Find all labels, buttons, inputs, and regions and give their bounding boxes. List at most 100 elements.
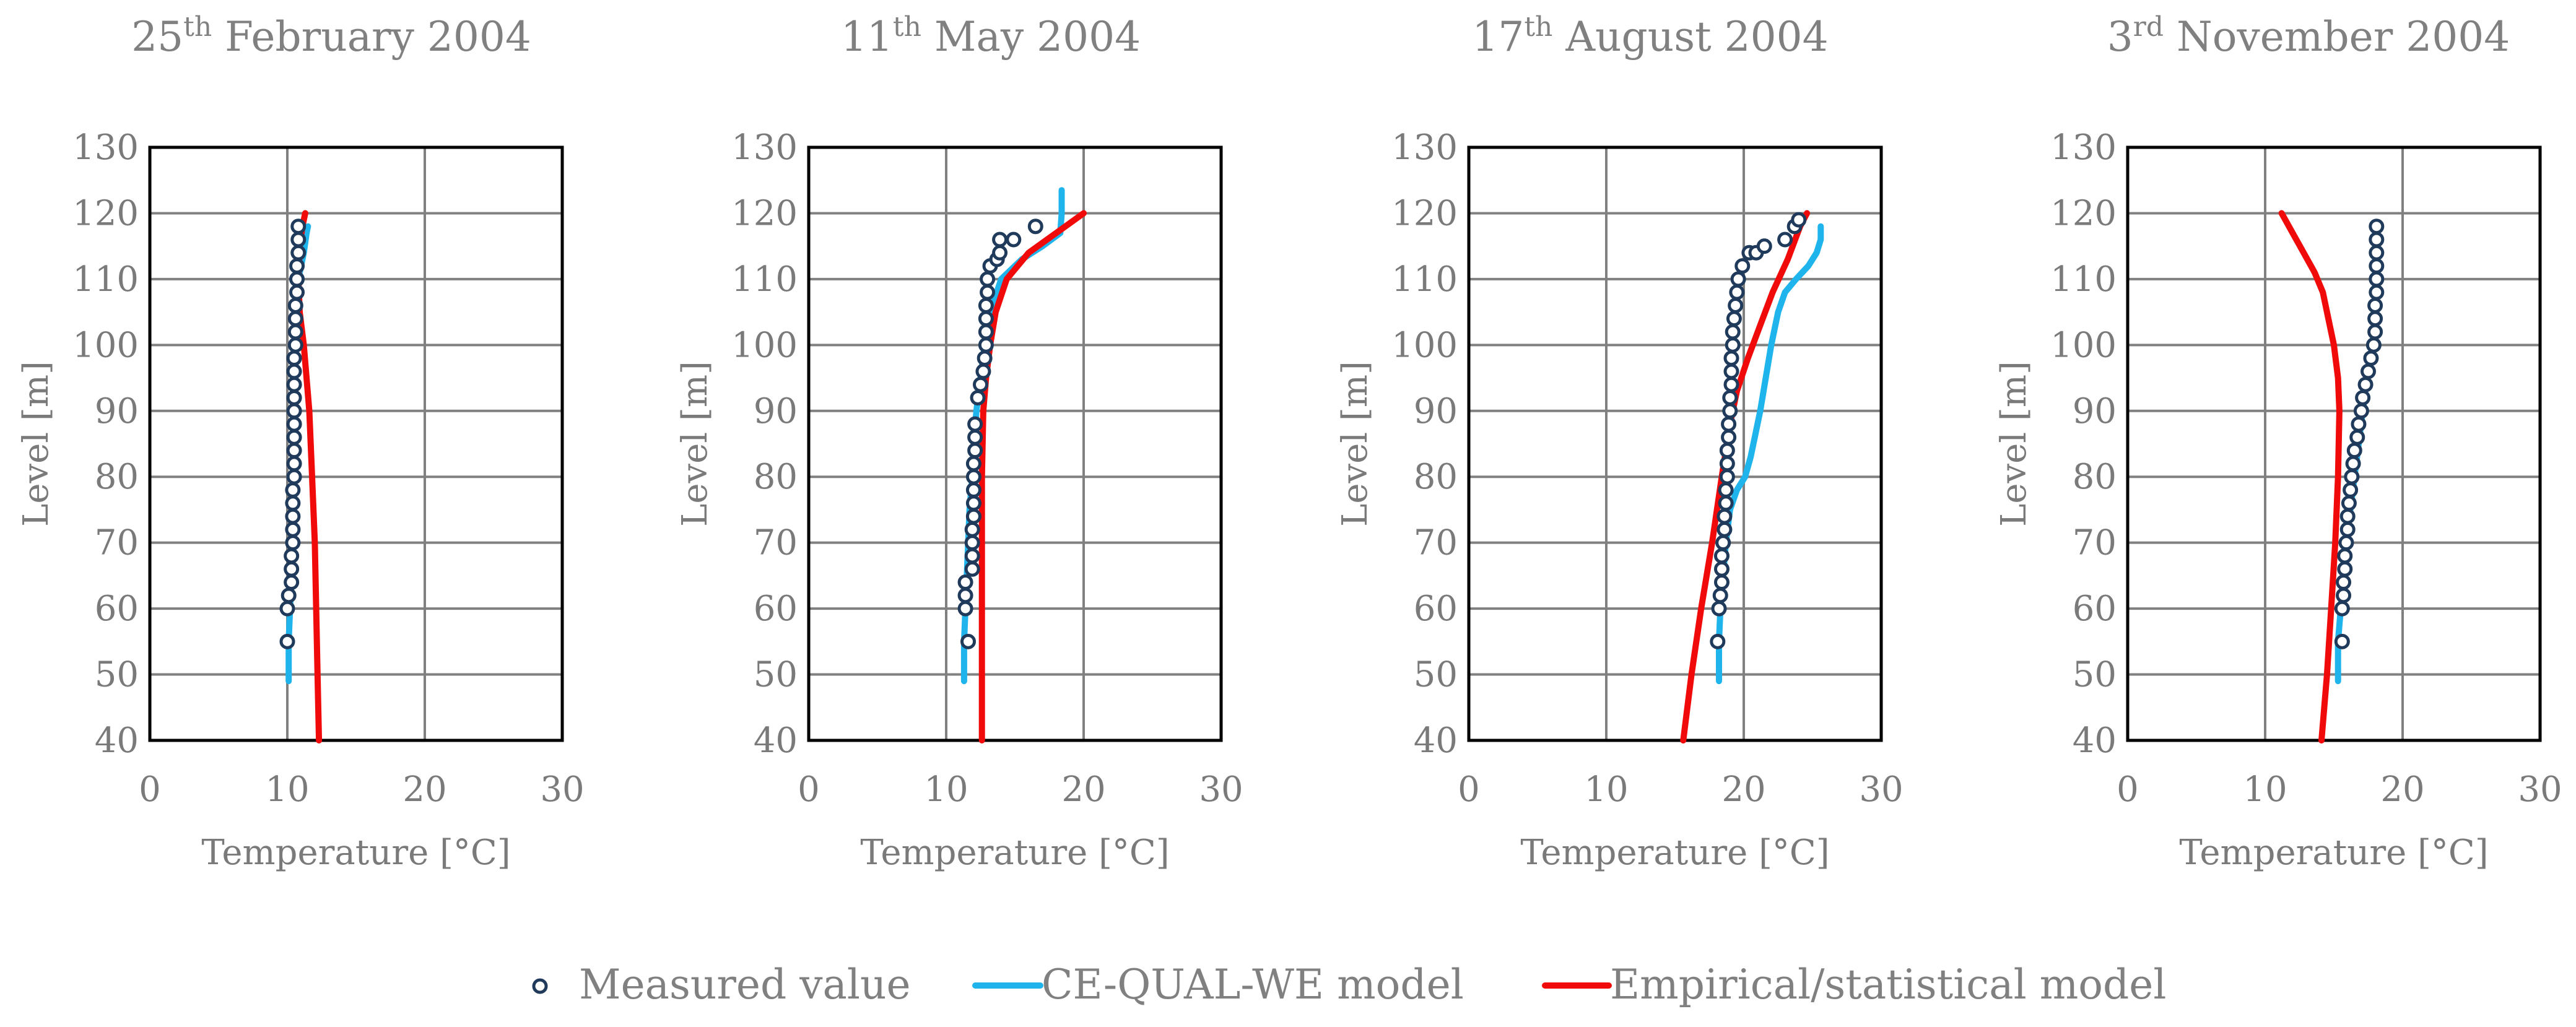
empirical-model-line xyxy=(1680,210,1811,743)
measured-value-point xyxy=(1717,521,1733,537)
x-axis-title: Temperature [°C] xyxy=(201,833,510,873)
measured-value-point xyxy=(1718,495,1734,511)
y-tick-label: 40 xyxy=(95,721,139,761)
measured-value-point xyxy=(1726,311,1742,327)
measured-value-point xyxy=(1712,587,1728,604)
measured-value-point xyxy=(286,469,302,485)
measured-value-point xyxy=(286,350,302,366)
measured-value-point xyxy=(967,443,983,459)
measured-value-point xyxy=(1719,443,1735,459)
measured-value-point xyxy=(2369,284,2385,300)
measured-value-point xyxy=(2341,495,2357,511)
y-tick-label: 100 xyxy=(2050,325,2117,365)
chart-title-superscript: th xyxy=(183,11,212,43)
measured-value-point xyxy=(1729,284,1745,300)
chart-title-number: 17 xyxy=(1472,13,1524,61)
measured-value-point xyxy=(1711,600,1727,617)
y-tick-label: 90 xyxy=(754,391,798,431)
y-axis-title: Level [m] xyxy=(1335,361,1375,527)
y-tick-label: 80 xyxy=(2073,457,2117,497)
measured-value-point xyxy=(1718,482,1734,498)
chart-title-date: August 2004 xyxy=(1552,13,1828,61)
measured-value-point xyxy=(1725,324,1741,340)
measured-value-point xyxy=(980,271,996,287)
x-tick-label: 10 xyxy=(2243,769,2287,810)
x-tick-label: 0 xyxy=(2117,769,2139,810)
y-tick-label: 120 xyxy=(2050,193,2117,233)
measured-value-point xyxy=(2344,469,2360,485)
measured-value-point xyxy=(967,429,983,445)
y-tick-label: 100 xyxy=(731,325,798,365)
chart-title: 17th August 2004 xyxy=(1472,11,1828,61)
measured-value-point xyxy=(1791,212,1807,228)
measured-value-point xyxy=(1756,238,1772,254)
chart-title: 3rd November 2004 xyxy=(2107,11,2510,61)
measured-value-point xyxy=(978,337,994,353)
measured-value-point xyxy=(279,600,295,617)
measured-value-point xyxy=(289,271,305,287)
measured-value-point xyxy=(286,403,302,419)
chart-title-superscript: th xyxy=(1524,11,1552,43)
measured-value-point xyxy=(287,324,303,340)
measured-value-point xyxy=(290,232,307,248)
measured-value-point xyxy=(2351,416,2367,432)
measured-value-point xyxy=(286,443,302,459)
measured-value-point xyxy=(289,258,305,274)
measured-value-point xyxy=(2338,535,2354,551)
measured-value-point xyxy=(964,521,980,537)
y-tick-label: 80 xyxy=(754,457,798,497)
measured-value-point xyxy=(2339,508,2356,524)
measured-value-point xyxy=(965,508,981,524)
measured-value-point xyxy=(1710,633,1726,649)
measured-value-point xyxy=(285,535,301,551)
measured-value-point xyxy=(957,600,973,617)
measured-value-point xyxy=(2343,482,2359,498)
measured-value-point xyxy=(1777,232,1793,248)
y-tick-label: 60 xyxy=(95,589,139,629)
y-tick-label: 60 xyxy=(1414,589,1458,629)
y-tick-label: 100 xyxy=(72,325,139,365)
measured-value-point xyxy=(281,587,297,604)
measured-value-point xyxy=(965,495,981,511)
y-tick-label: 100 xyxy=(1391,325,1458,365)
measured-value-point xyxy=(287,297,303,313)
x-tick-label: 20 xyxy=(1061,769,1105,810)
measured-value-point xyxy=(286,416,302,432)
measured-value-point xyxy=(1723,350,1739,366)
measured-value-point xyxy=(2339,521,2356,537)
measured-value-point xyxy=(285,482,301,498)
measured-value-point xyxy=(2357,376,2374,392)
measured-value-point xyxy=(960,633,977,649)
chart-panel-1: 25th February 20044050607080901001101201… xyxy=(16,11,585,873)
chart-title: 25th February 2004 xyxy=(131,11,531,61)
measured-value-point xyxy=(2336,574,2352,591)
measured-value-point xyxy=(1723,376,1739,392)
measured-value-point xyxy=(957,574,973,591)
measured-value-point xyxy=(285,521,301,537)
measured-value-point xyxy=(970,389,986,405)
chart-panel-4: 3rd November 200440506070809010011012013… xyxy=(1994,11,2562,873)
measured-value-point xyxy=(2345,456,2361,472)
chart-title-date: February 2004 xyxy=(212,13,531,61)
chart-panel-3: 17th August 2004405060708090100110120130… xyxy=(1335,11,1904,873)
y-tick-label: 110 xyxy=(72,259,139,300)
y-axis-title: Level [m] xyxy=(1994,361,2034,527)
measured-value-point xyxy=(2349,429,2365,445)
x-tick-label: 0 xyxy=(1458,769,1480,810)
x-tick-label: 30 xyxy=(540,769,584,810)
measured-value-point xyxy=(284,548,300,564)
measured-value-point xyxy=(2353,403,2369,419)
x-tick-label: 20 xyxy=(402,769,446,810)
measured-value-point xyxy=(1713,561,1730,577)
x-tick-label: 10 xyxy=(265,769,309,810)
measured-value-point xyxy=(2337,561,2353,577)
empirical-model-line xyxy=(2278,210,2343,743)
measured-value-point xyxy=(2369,232,2385,248)
plot-frame xyxy=(1467,145,1883,742)
legend-cequal-label: CE-QUAL-WE model xyxy=(1042,961,1464,1008)
measured-value-point xyxy=(2346,443,2362,459)
y-tick-label: 120 xyxy=(731,193,798,233)
measured-value-point xyxy=(1713,574,1730,591)
measured-value-point xyxy=(2337,548,2353,564)
